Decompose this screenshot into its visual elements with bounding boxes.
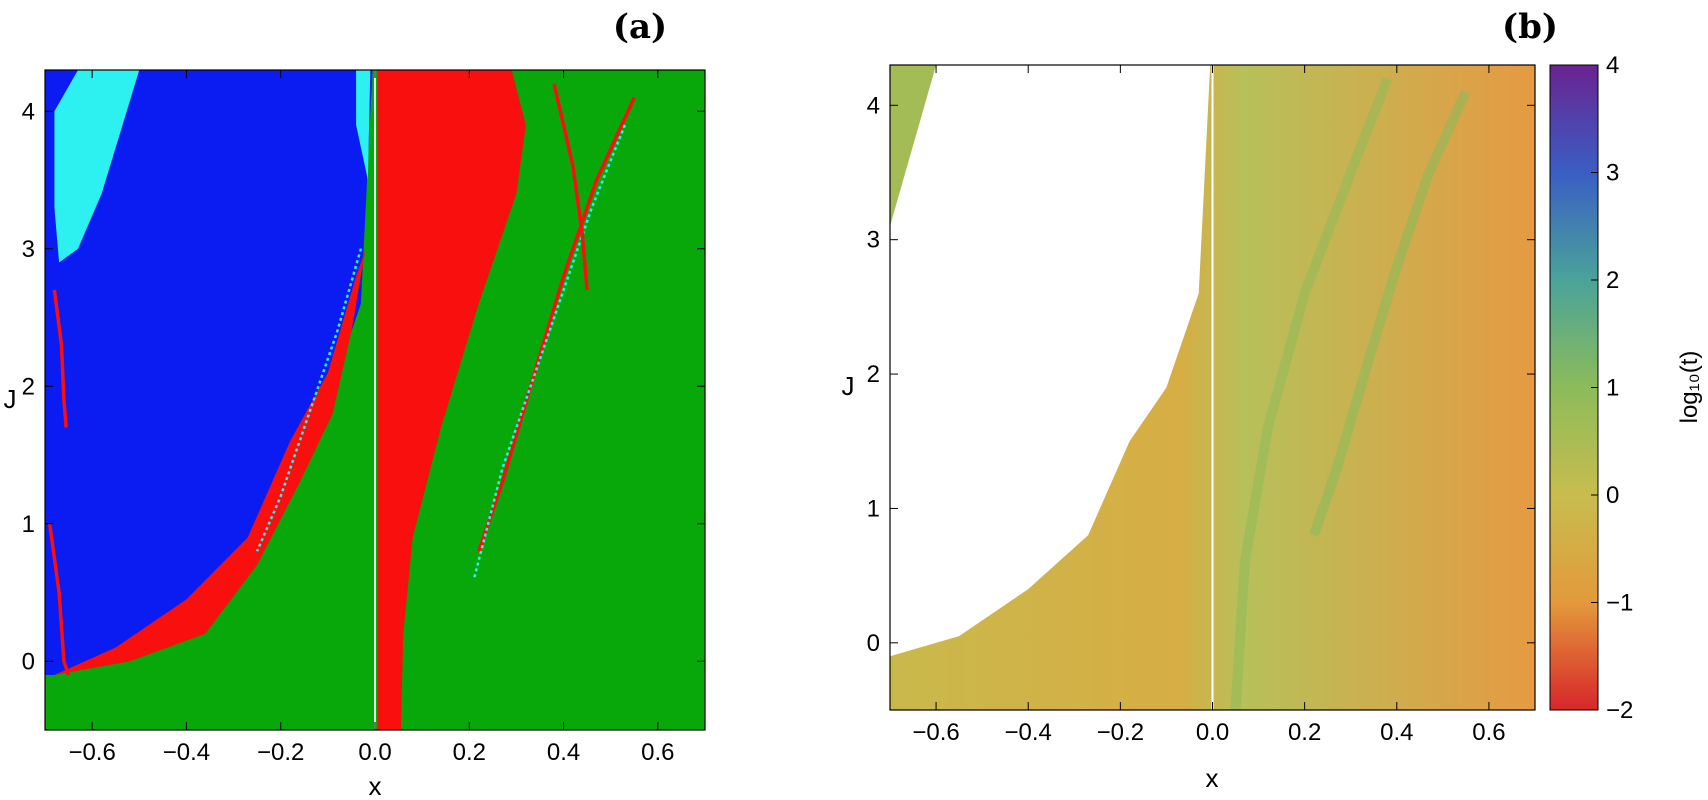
colorbar-tick-label: 3 xyxy=(1606,160,1619,187)
panel-b-y-axis-label: J xyxy=(842,371,855,401)
panel-a-region-red xyxy=(377,70,526,730)
colorbar-tick-label: 2 xyxy=(1606,267,1619,294)
panel-b-x-tick-label: −0.6 xyxy=(912,719,959,746)
panel-a-y-tick-label: 2 xyxy=(22,373,35,400)
colorbar-tick-label: 0 xyxy=(1606,482,1619,509)
panel-b-y-tick-label: 4 xyxy=(867,92,880,119)
panel-b: −0.6 −0.4 −0.2 0.0 0.2 0.4 0.6 0 1 2 3 4 (b) x J −2… xyxy=(842,7,1704,793)
panel-a-region-red xyxy=(54,248,366,675)
panel-b-y-tick-label: 2 xyxy=(867,361,880,388)
panel-a-curve-cyan xyxy=(472,124,627,580)
panel-a-x-tick-label: 0.6 xyxy=(641,739,674,766)
panel-a-curve-red xyxy=(477,96,636,552)
panel-a-x-tick-label: −0.6 xyxy=(68,739,115,766)
panel-b-x-tick-label: −0.4 xyxy=(1005,719,1052,746)
panel-a-region-white xyxy=(374,70,376,730)
panel-a-region-cyan xyxy=(54,70,140,263)
panel-a-x-tick-label: −0.2 xyxy=(257,739,304,766)
panel-a-x-axis-label: x xyxy=(369,771,382,800)
panel-b-curve xyxy=(1230,76,1393,710)
panel-a-y-tick-label: 1 xyxy=(22,511,35,538)
panel-a-plot-area xyxy=(45,70,705,730)
panel-a-x-tick-label: 0.4 xyxy=(547,739,580,766)
panel-b-tag: (b) xyxy=(1502,7,1558,47)
panel-a: −0.6 −0.4 −0.2 0.0 0.2 0.4 0.6 0 1 2 3 4 (a) x J xyxy=(4,7,706,800)
panel-b-x-tick-label: 0.4 xyxy=(1380,719,1413,746)
panel-b-x-tick-label: −0.2 xyxy=(1097,719,1144,746)
colorbar-tick-label: 1 xyxy=(1606,375,1619,402)
colorbar-tick-label: 4 xyxy=(1606,52,1619,79)
panel-a-curve-red xyxy=(47,523,71,676)
panel-a-x-tick-label: 0.2 xyxy=(453,739,486,766)
panel-b-plot-area xyxy=(890,65,1535,710)
panel-a-y-tick-label: 3 xyxy=(22,236,35,263)
colorbar-tick-label: −2 xyxy=(1606,697,1633,724)
panel-b-x-tick-label: 0.0 xyxy=(1196,719,1229,746)
panel-a-curve-red xyxy=(552,83,589,291)
panel-a-y-tick-label: 0 xyxy=(22,648,35,675)
panel-b-x-tick-label: 0.2 xyxy=(1288,719,1321,746)
panel-a-x-tick-label: −0.4 xyxy=(163,739,210,766)
colorbar-axis: −2 −1 0 1 2 3 4 xyxy=(1591,52,1633,724)
panel-b-y-tick-label: 0 xyxy=(867,630,880,657)
panel-a-x-tick-label: 0.0 xyxy=(358,739,391,766)
colorbar-label: log₁₀(t) xyxy=(1676,351,1703,424)
colorbar xyxy=(1549,64,1599,711)
panel-a-axes: −0.6 −0.4 −0.2 0.0 0.2 0.4 0.6 0 1 2 3 4 xyxy=(22,70,705,766)
panel-b-region xyxy=(890,65,937,227)
panel-a-tag: (a) xyxy=(613,7,667,47)
panel-a-curve-red xyxy=(52,289,68,428)
panel-b-axes: −0.6 −0.4 −0.2 0.0 0.2 0.4 0.6 0 1 2 3 4 xyxy=(867,65,1535,746)
panel-a-region-cyan xyxy=(356,70,371,180)
panel-b-curve xyxy=(1309,89,1471,537)
panel-a-y-axis-label: J xyxy=(4,384,17,414)
panel-a-region-blue xyxy=(45,70,373,675)
panel-b-x-axis-label: x xyxy=(1206,763,1219,793)
panel-b-x-tick-label: 0.6 xyxy=(1472,719,1505,746)
panel-b-y-tick-label: 1 xyxy=(867,495,880,522)
colorbar-tick-label: −1 xyxy=(1606,590,1633,617)
panel-b-y-tick-label: 3 xyxy=(867,227,880,254)
panel-a-y-tick-label: 4 xyxy=(22,98,35,125)
